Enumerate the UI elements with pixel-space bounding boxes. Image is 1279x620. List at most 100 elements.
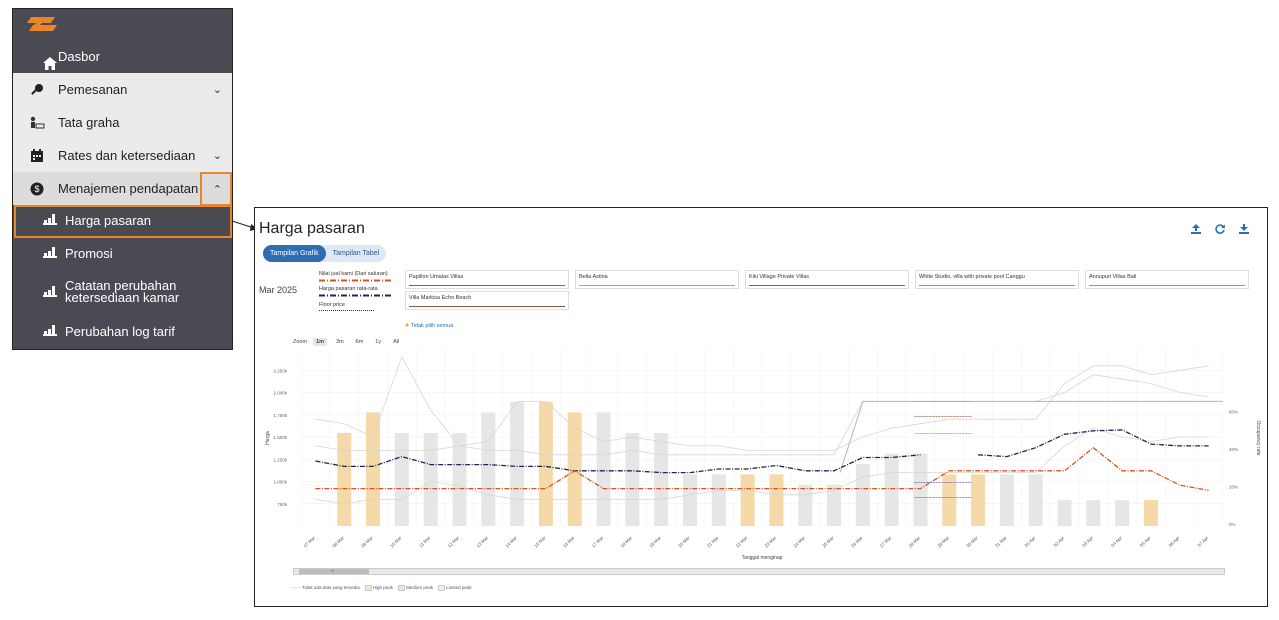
x-tick-label: 02 Apr: [1052, 535, 1065, 548]
chart-scrollbar[interactable]: III: [293, 568, 1225, 575]
dollar-icon: $: [29, 181, 45, 197]
occupancy-bar: [884, 453, 899, 526]
sidebar-item-pemesanan[interactable]: Pemesanan ⌄: [13, 73, 232, 106]
chart-bar-icon: [43, 285, 57, 300]
sidebar-item-label-line2: ketersediaan kamar: [65, 290, 180, 305]
y-tick-label: 1.500k: [273, 435, 287, 440]
chevron-down-icon[interactable]: ⌄: [212, 84, 222, 96]
upload-icon[interactable]: [1191, 224, 1201, 237]
x-tick-label: 19 Mar: [648, 535, 662, 549]
competitor-swatch: [579, 285, 735, 286]
competitor-series-line: [315, 427, 1209, 505]
logo-icon: [27, 17, 57, 31]
competitor-name: Villa Markisa Echo Beach: [409, 295, 472, 301]
occupancy-bar: [913, 453, 928, 526]
deselect-all-label: Tidak pilih semua: [410, 323, 454, 329]
zoom-1m[interactable]: 1m: [313, 338, 328, 346]
sidebar-item-tata-graha[interactable]: Tata graha: [13, 106, 232, 139]
competitor-card[interactable]: Villa Markisa Echo Beach: [405, 291, 569, 310]
occupancy-bar: [740, 474, 755, 526]
zoom-all[interactable]: All: [393, 339, 400, 345]
x-tick-label: 18 Mar: [620, 535, 634, 549]
series-line: [315, 429, 1209, 474]
chevron-down-icon[interactable]: ⌄: [212, 150, 222, 162]
x-tick-label: 26 Mar: [850, 535, 864, 549]
competitor-card[interactable]: Annupuri Villas Bali: [1085, 270, 1249, 289]
occupancy-bar: [682, 474, 697, 526]
legend-high-peak: High peak: [364, 585, 393, 591]
x-tick-label: 12 Mar: [447, 535, 461, 549]
x-tick-label: 10 Mar: [389, 535, 403, 549]
y2-tick-label: 60%: [1229, 410, 1238, 415]
x-tick-label: 07 Apr: [1197, 535, 1210, 548]
sidebar-subitem-harga-pasaran[interactable]: Harga pasaran: [13, 204, 232, 237]
deselect-all-link[interactable]: ● Tidak pilih semua: [405, 322, 453, 329]
occupancy-bar: [481, 412, 496, 526]
x-tick-label: 04 Apr: [1110, 535, 1123, 548]
occupancy-bar: [510, 402, 525, 526]
sidebar-item-label: Harga pasaran: [65, 212, 151, 228]
x-tick-label: 28 Mar: [908, 535, 922, 549]
scroll-grip: III: [331, 568, 335, 573]
sidebar-item-label: Menajemen pendapatan: [58, 181, 199, 196]
x-tick-label: 22 Mar: [735, 535, 749, 549]
bulb-icon: ●: [405, 322, 410, 329]
competitor-swatch: [1089, 285, 1245, 286]
x-tick-label: 09 Mar: [360, 535, 374, 549]
download-icon[interactable]: [1239, 224, 1249, 237]
panel-actions: [1191, 224, 1249, 237]
legend-medium-peak: Medium peak: [398, 585, 433, 591]
own-price-label[interactable]: Nilai jual kami (Dari saluran): [319, 271, 388, 277]
zoom-6m[interactable]: 6m: [355, 339, 364, 345]
occupancy-bar: [1143, 500, 1158, 526]
occupancy-bar: [452, 433, 467, 526]
competitor-card[interactable]: Kiki Village Private Villas: [745, 270, 909, 289]
competitor-card[interactable]: Bella Astina: [575, 270, 739, 289]
scrollbar-thumb[interactable]: III: [299, 568, 369, 574]
occupancy-bar: [625, 433, 640, 526]
sidebar-item-label: Rates dan ketersediaan: [58, 148, 196, 163]
occupancy-bar: [423, 433, 438, 526]
tab-tabel[interactable]: Tampilan Tabel: [332, 250, 380, 257]
sidebar: Dasbor Pemesanan ⌄ Tata graha Rates dan …: [12, 8, 233, 350]
view-toggle: Tampilan Grafik Tampilan Tabel: [263, 245, 387, 262]
sidebar-subitem-log-tarif[interactable]: Perubahan log tarif: [13, 314, 232, 349]
competitor-series-line: [839, 400, 1223, 473]
competitor-name: Kiki Village Private Villas: [749, 274, 810, 280]
y2-axis-title: Occupancy rate: [1255, 420, 1261, 455]
home-icon: [29, 49, 57, 70]
floor-label[interactable]: Floor price: [319, 302, 345, 308]
floor-swatch: [319, 310, 375, 311]
competitor-card[interactable]: Papillon Umalas Villas: [405, 270, 569, 289]
sidebar-item-menajemen-pendapatan[interactable]: $ Menajemen pendapatan ⌃: [13, 172, 232, 205]
x-tick-label: 23 Mar: [764, 535, 778, 549]
x-tick-label: 01 Apr: [1024, 535, 1037, 548]
y2-tick-label: 0%: [1229, 522, 1236, 527]
tab-grafik[interactable]: Tampilan Grafik: [263, 245, 326, 262]
x-axis-title: Tanggal menginap: [742, 555, 783, 561]
competitor-swatch: [919, 285, 1075, 286]
sidebar-item-dasbor[interactable]: Dasbor: [13, 40, 232, 73]
sidebar-subitem-catatan[interactable]: Catatan perubahan ketersediaan kamar: [13, 270, 232, 314]
refresh-icon[interactable]: [1215, 224, 1225, 237]
sidebar-item-rates[interactable]: Rates dan ketersediaan ⌄: [13, 139, 232, 172]
competitor-name: Annupuri Villas Bali: [1089, 274, 1137, 280]
occupancy-bar: [596, 412, 611, 526]
competitor-card[interactable]: White Studio, villa with private pool Ca…: [915, 270, 1079, 289]
zoom-1y[interactable]: 1y: [375, 339, 382, 345]
y-tick-label: 2.000k: [273, 391, 287, 396]
sidebar-subitem-promosi[interactable]: Promosi: [13, 237, 232, 270]
sidebar-item-label: Tata graha: [58, 115, 120, 130]
x-tick-label: 21 Mar: [706, 535, 720, 549]
zoom-3m[interactable]: 3m: [336, 339, 344, 345]
legend-no-data: - - - - Tidak ada data yang tersedia: [291, 585, 360, 590]
highlight-chevron: [200, 172, 232, 206]
market-avg-label[interactable]: Harga pasaran rata-rata: [319, 286, 378, 292]
y-tick-label: 1.750k: [273, 413, 287, 418]
own-legend-card: Nilai jual kami (Dari saluran) Harga pas…: [313, 268, 393, 316]
zoom-row: Zoom 1m 3m 6m 1y All: [293, 338, 402, 346]
x-tick-label: 27 Mar: [879, 535, 893, 549]
chevron-up-icon[interactable]: ⌃: [212, 184, 222, 196]
competitor-series-line: [315, 355, 1209, 451]
occupancy-bar: [711, 474, 726, 526]
